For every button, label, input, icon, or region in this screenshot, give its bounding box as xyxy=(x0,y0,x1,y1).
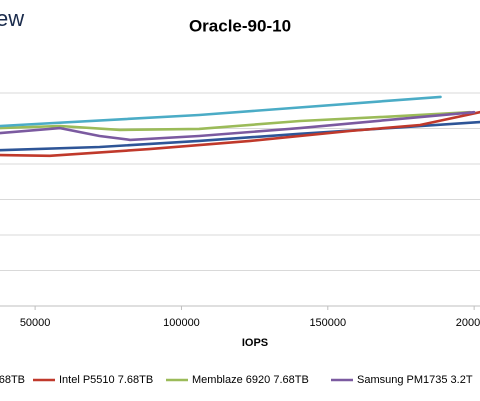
legend-label: Intel P5510 7.68TB xyxy=(59,374,153,386)
series-line xyxy=(0,110,476,142)
series-line xyxy=(0,110,472,132)
x-axis-label: IOPS xyxy=(242,337,268,349)
x-tick-label: 50000 xyxy=(20,317,51,329)
chart-title: Oracle-90-10 xyxy=(189,16,291,35)
x-tick-label: 100000 xyxy=(163,317,200,329)
legend-label: 68TB xyxy=(0,374,25,386)
logo: ew xyxy=(0,6,24,31)
x-tick-label: 200000 xyxy=(456,317,480,329)
series-line xyxy=(0,110,480,158)
legend-label: Samsung PM1735 3.2T xyxy=(357,374,473,386)
series-line xyxy=(0,95,442,128)
legend-label: Memblaze 6920 7.68TB xyxy=(192,374,309,386)
x-tick-label: 150000 xyxy=(309,317,346,329)
